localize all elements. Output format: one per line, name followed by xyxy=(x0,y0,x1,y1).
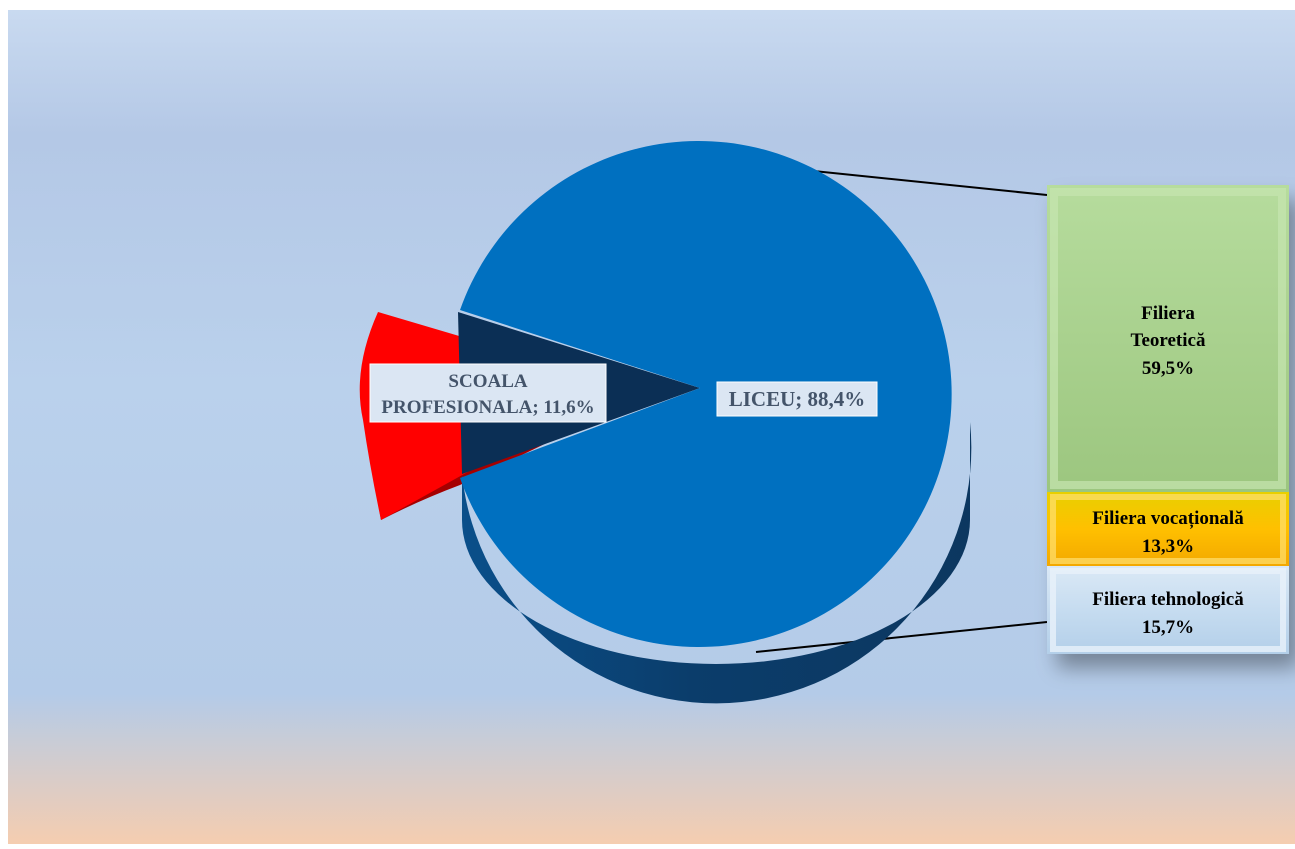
data-label-liceu-box xyxy=(716,381,878,417)
data-label-liceu: LICEU; 88,4% xyxy=(716,381,878,417)
connector-line-bottom xyxy=(755,621,1048,653)
bar-label-teoretica-line2: Teoretică xyxy=(1131,330,1206,351)
data-label-scoala: SCOALA PROFESIONALA; 11,6% xyxy=(369,363,607,423)
bar-label-tehnologica-value: 15,7% xyxy=(1142,617,1194,638)
bar-label-vocationala-value: 13,3% xyxy=(1142,536,1194,557)
breakdown-bar: Filiera Teoretică 59,5% Filiera vocațion… xyxy=(1047,185,1289,654)
bar-label-tehnologica-line1: Filiera tehnologică xyxy=(1092,589,1244,610)
bar-segment-filiera-teoretica: Filiera Teoretică 59,5% xyxy=(1047,185,1289,492)
bar-segment-vocationala-fill xyxy=(1047,492,1289,566)
bar-label-vocationala-line1: Filiera vocațională xyxy=(1092,508,1244,529)
data-label-liceu-text: LICEU; 88,4% xyxy=(729,387,866,411)
bar-segment-tehnologica-fill xyxy=(1047,566,1289,654)
bar-label-teoretica-value: 59,5% xyxy=(1142,358,1194,379)
data-label-scoala-line2: PROFESIONALA; 11,6% xyxy=(381,397,594,418)
bar-segment-filiera-tehnologica: Filiera tehnologică 15,7% xyxy=(1047,566,1289,654)
bar-segment-teoretica-bevel xyxy=(1050,188,1286,489)
bar-segment-tehnologica-bevel xyxy=(1050,568,1286,652)
bar-segment-teoretica-fill xyxy=(1047,185,1289,492)
data-label-scoala-line1: SCOALA xyxy=(448,371,527,392)
bar-segment-filiera-vocationala: Filiera vocațională 13,3% xyxy=(1047,492,1289,566)
bar-label-teoretica-line1: Filiera xyxy=(1141,303,1195,324)
bar-segment-vocationala-bevel xyxy=(1050,494,1286,564)
pie-slice-liceu-top xyxy=(460,141,952,647)
data-label-scoala-box xyxy=(369,363,607,423)
